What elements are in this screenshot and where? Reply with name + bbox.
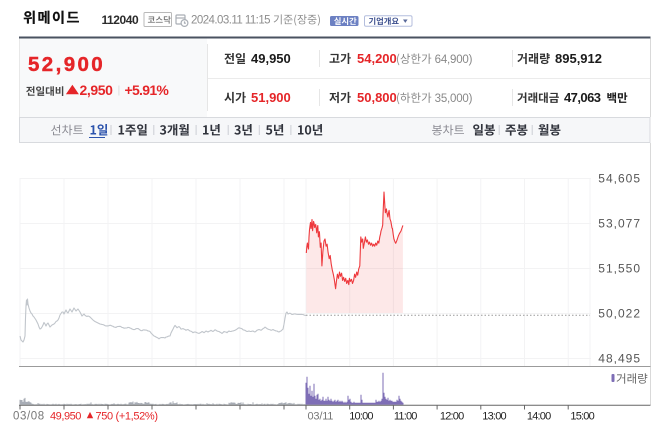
svg-text:15:00: 15:00 (570, 411, 594, 423)
svg-text:+5.91%: +5.91% (125, 82, 170, 98)
svg-text:50,022: 50,022 (598, 307, 641, 321)
svg-text:48,495: 48,495 (598, 352, 641, 366)
svg-text:51,550: 51,550 (598, 262, 641, 276)
svg-text:14:00: 14:00 (527, 411, 551, 423)
svg-text:11:00: 11:00 (394, 411, 417, 423)
svg-text:49,950: 49,950 (251, 51, 291, 66)
svg-text:52,900: 52,900 (28, 53, 105, 76)
svg-text:35,000): 35,000) (435, 93, 473, 105)
svg-text:03/11: 03/11 (308, 411, 334, 423)
svg-text:50,800: 50,800 (357, 90, 397, 105)
svg-text:51,900: 51,900 (251, 90, 291, 105)
svg-text:750 (+1,52%): 750 (+1,52%) (96, 411, 158, 423)
svg-text:53,077: 53,077 (598, 217, 641, 231)
svg-text:2,950: 2,950 (80, 82, 114, 98)
svg-text:49,950: 49,950 (50, 411, 81, 423)
svg-text:54,605: 54,605 (598, 172, 641, 186)
svg-text:13:00: 13:00 (482, 411, 506, 423)
svg-text:64,900): 64,900) (435, 54, 473, 66)
svg-text:47,063: 47,063 (564, 90, 601, 105)
svg-text:12:00: 12:00 (440, 411, 464, 423)
svg-text:112040: 112040 (102, 13, 139, 27)
svg-text:10:00: 10:00 (349, 411, 373, 423)
svg-text:03/08: 03/08 (13, 411, 45, 423)
svg-text:54,200: 54,200 (357, 51, 397, 66)
svg-text:2024.03.11 11:15: 2024.03.11 11:15 (191, 15, 270, 27)
svg-text:895,912: 895,912 (555, 51, 602, 66)
